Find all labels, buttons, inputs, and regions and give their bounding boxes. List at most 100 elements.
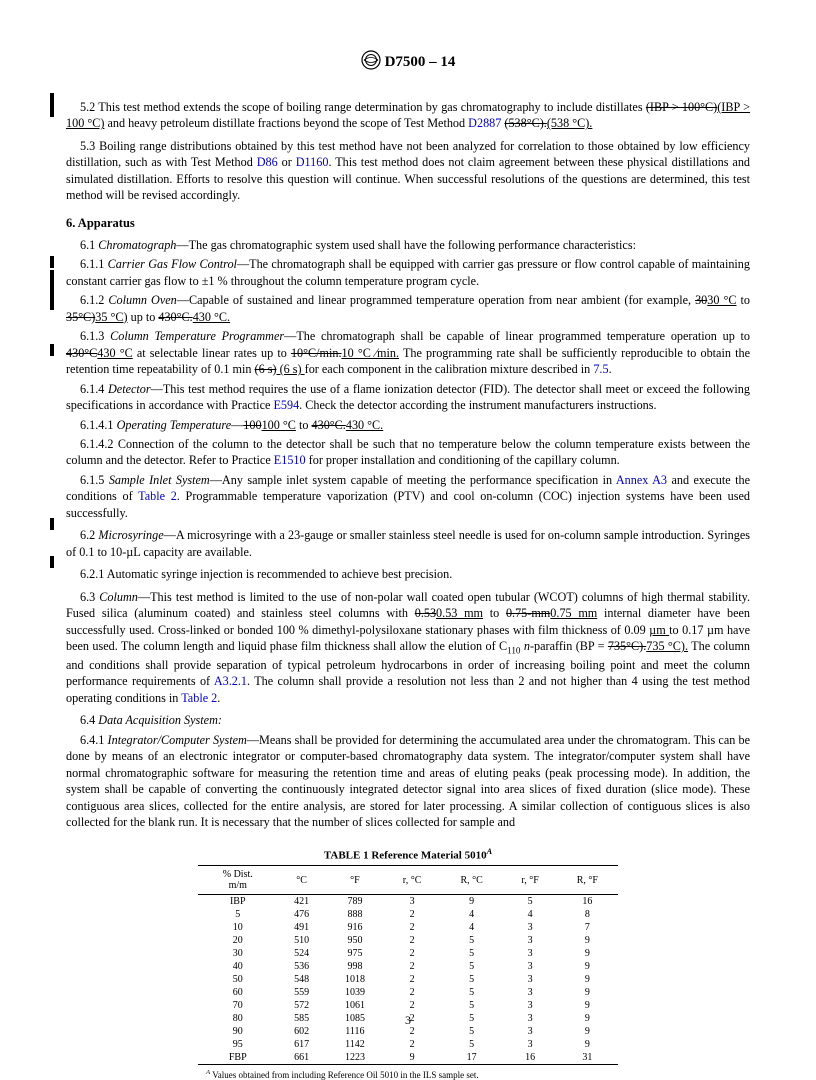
table-header-cell: r, °F bbox=[503, 866, 556, 895]
table-row: FBP66112239171631 bbox=[198, 1051, 618, 1065]
table-cell: 3 bbox=[503, 999, 556, 1012]
table-cell: 916 bbox=[326, 921, 385, 934]
table-cell: 559 bbox=[278, 986, 326, 999]
table-cell: 5 bbox=[198, 908, 278, 921]
table-cell: 491 bbox=[278, 921, 326, 934]
table-cell: 2 bbox=[384, 1038, 440, 1051]
link-d2887[interactable]: D2887 bbox=[468, 116, 501, 130]
table-cell: 50 bbox=[198, 973, 278, 986]
table-cell: 617 bbox=[278, 1038, 326, 1051]
table-cell: 1223 bbox=[326, 1051, 385, 1065]
table-cell: 998 bbox=[326, 960, 385, 973]
link-a3-2-1[interactable]: A3.2.1 bbox=[214, 674, 247, 688]
table-cell: 95 bbox=[198, 1038, 278, 1051]
para-6-2: 6.2 Microsyringe—A microsyringe with a 2… bbox=[66, 527, 750, 560]
table-cell: 16 bbox=[557, 895, 618, 909]
table-cell: 2 bbox=[384, 921, 440, 934]
table-cell: 31 bbox=[557, 1051, 618, 1065]
table-cell: 2 bbox=[384, 934, 440, 947]
table-cell: 9 bbox=[557, 1038, 618, 1051]
table-header-cell: R, °F bbox=[557, 866, 618, 895]
link-d1160[interactable]: D1160 bbox=[296, 155, 329, 169]
table-cell: 524 bbox=[278, 947, 326, 960]
link-annex-a3[interactable]: Annex A3 bbox=[616, 473, 667, 487]
table-row: 54768882448 bbox=[198, 908, 618, 921]
change-bar bbox=[50, 270, 54, 310]
table-row: 5054810182539 bbox=[198, 973, 618, 986]
para-6-1-4: 6.1.4 Detector—This test method requires… bbox=[66, 381, 750, 414]
table-cell: 3 bbox=[503, 921, 556, 934]
table-header-cell: R, °C bbox=[440, 866, 504, 895]
table-cell: IBP bbox=[198, 895, 278, 909]
para-6-4: 6.4 Data Acquisition System: bbox=[66, 712, 750, 728]
table-footnote: A Values obtained from including Referen… bbox=[198, 1069, 618, 1080]
table-cell: 421 bbox=[278, 895, 326, 909]
table-cell: 5 bbox=[440, 973, 504, 986]
table-cell: 548 bbox=[278, 973, 326, 986]
table-cell: 9 bbox=[384, 1051, 440, 1065]
change-bar bbox=[50, 256, 54, 268]
table-cell: 950 bbox=[326, 934, 385, 947]
table-cell: 9 bbox=[557, 986, 618, 999]
para-6-4-1: 6.4.1 Integrator/Computer System—Means s… bbox=[66, 732, 750, 831]
link-7-5[interactable]: 7.5 bbox=[593, 362, 608, 376]
para-6-1-4-2: 6.1.4.2 Connection of the column to the … bbox=[66, 436, 750, 469]
page: D7500 – 14 5.2 This test method extends … bbox=[0, 0, 816, 1056]
link-table-2a[interactable]: Table 2 bbox=[138, 489, 177, 503]
designation: D7500 – 14 bbox=[385, 54, 456, 70]
table-row: 305249752539 bbox=[198, 947, 618, 960]
table-header-cell: % Dist.m/m bbox=[198, 866, 278, 895]
change-bar bbox=[50, 556, 54, 568]
table-cell: 10 bbox=[198, 921, 278, 934]
table-cell: 3 bbox=[503, 947, 556, 960]
table-cell: 2 bbox=[384, 960, 440, 973]
para-6-1-4-1: 6.1.4.1 Operating Temperature—100100 °C … bbox=[66, 417, 750, 433]
link-d86[interactable]: D86 bbox=[257, 155, 278, 169]
link-e594[interactable]: E594 bbox=[273, 398, 299, 412]
table-row: 7057210612539 bbox=[198, 999, 618, 1012]
table-cell: 3 bbox=[503, 973, 556, 986]
para-5-2: 5.2 This test method extends the scope o… bbox=[66, 99, 750, 132]
para-6-2-1: 6.2.1 Automatic syringe injection is rec… bbox=[66, 566, 750, 582]
para-6-1-1: 6.1.1 Carrier Gas Flow Control—The chrom… bbox=[66, 256, 750, 289]
table-1: TABLE 1 Reference Material 5010A % Dist.… bbox=[198, 847, 618, 1080]
table-cell: 1061 bbox=[326, 999, 385, 1012]
table-cell: 536 bbox=[278, 960, 326, 973]
table-cell: 3 bbox=[384, 895, 440, 909]
table-cell: 3 bbox=[503, 1038, 556, 1051]
table-cell: 1142 bbox=[326, 1038, 385, 1051]
table-cell: 4 bbox=[440, 921, 504, 934]
table-cell: 510 bbox=[278, 934, 326, 947]
table-title: TABLE 1 Reference Material 5010A bbox=[198, 847, 618, 862]
table-cell: 9 bbox=[557, 934, 618, 947]
para-6-3: 6.3 Column—This test method is limited t… bbox=[66, 589, 750, 707]
para-6-1: 6.1 Chromatograph—The gas chromatographi… bbox=[66, 237, 750, 253]
table-body: % Dist.m/m°C°Fr, °CR, °Cr, °FR, °F IBP42… bbox=[198, 865, 618, 1065]
table-header-cell: r, °C bbox=[384, 866, 440, 895]
para-6-1-2: 6.1.2 Column Oven—Capable of sustained a… bbox=[66, 292, 750, 325]
table-cell: 9 bbox=[440, 895, 504, 909]
link-e1510[interactable]: E1510 bbox=[274, 453, 306, 467]
table-cell: 4 bbox=[440, 908, 504, 921]
table-cell: 4 bbox=[503, 908, 556, 921]
table-cell: 5 bbox=[440, 1038, 504, 1051]
table-cell: 1039 bbox=[326, 986, 385, 999]
table-cell: 5 bbox=[440, 999, 504, 1012]
table-cell: 2 bbox=[384, 973, 440, 986]
table-cell: 16 bbox=[503, 1051, 556, 1065]
table-cell: 2 bbox=[384, 947, 440, 960]
table-row: 104919162437 bbox=[198, 921, 618, 934]
table-cell: 476 bbox=[278, 908, 326, 921]
table-cell: 60 bbox=[198, 986, 278, 999]
link-table-2b[interactable]: Table 2 bbox=[181, 691, 217, 705]
table-cell: 1018 bbox=[326, 973, 385, 986]
table-header-cell: °F bbox=[326, 866, 385, 895]
table-cell: 5 bbox=[503, 895, 556, 909]
table-header-cell: °C bbox=[278, 866, 326, 895]
table-cell: 888 bbox=[326, 908, 385, 921]
table-cell: 789 bbox=[326, 895, 385, 909]
astm-logo-icon bbox=[361, 50, 381, 75]
table-cell: 7 bbox=[557, 921, 618, 934]
change-bar bbox=[50, 93, 54, 117]
para-6-1-5: 6.1.5 Sample Inlet System—Any sample inl… bbox=[66, 472, 750, 521]
